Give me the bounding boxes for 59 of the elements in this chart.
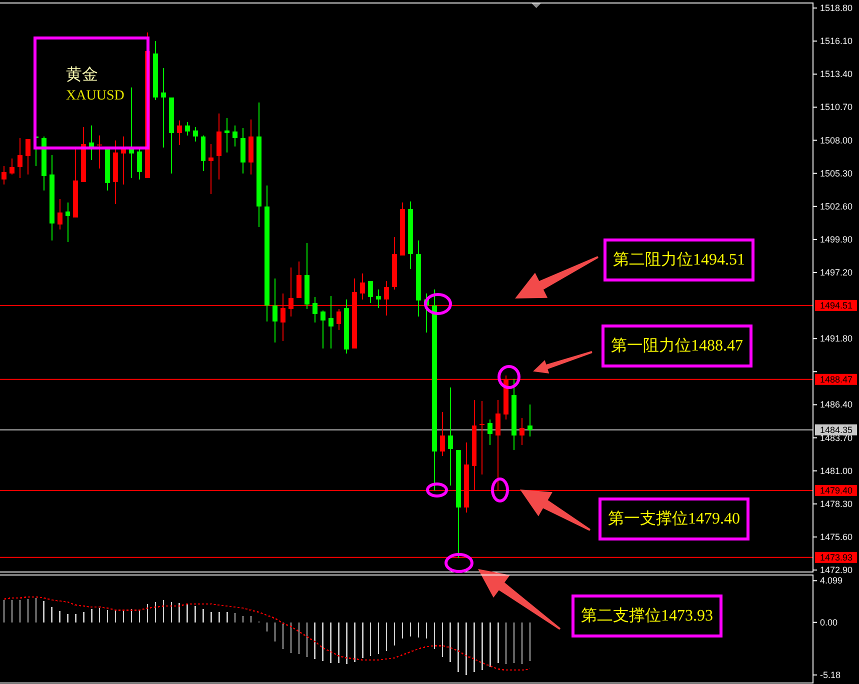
candlestick [224, 118, 230, 154]
ref-line-label: 1479.40 [820, 485, 853, 496]
candlestick [328, 295, 334, 349]
y-tick-label: 1483.70 [820, 432, 853, 443]
candlestick [9, 158, 14, 176]
candlestick [336, 308, 342, 331]
candlestick [480, 400, 485, 476]
text: 黄金 [66, 66, 98, 84]
candlestick [232, 125, 238, 147]
line-series [3, 596, 531, 671]
candlestick [296, 260, 302, 299]
annotation: 第二支撑位1473.93 [581, 606, 713, 624]
y-tick-label: 1491.80 [820, 334, 853, 344]
candlestick [192, 126, 198, 142]
text: XAUUSD [66, 88, 124, 104]
y-tick-label: 1478.30 [820, 498, 853, 509]
candlestick [57, 198, 62, 230]
candlestick [360, 273, 366, 300]
y-tick-label: -5.18 [820, 670, 841, 680]
candlestick [376, 289, 382, 309]
y-tick-label: 1510.70 [820, 102, 853, 112]
y-tick-label: 1502.60 [820, 201, 853, 212]
y-tick-label: 1497.20 [820, 268, 853, 278]
candlestick [368, 280, 374, 304]
y-tick-label: 1513.40 [820, 69, 853, 80]
candlestick [184, 121, 190, 136]
ref-line-label: 1494.51 [820, 300, 853, 310]
candlestick [2, 165, 6, 185]
y-tick-label: 1505.30 [820, 168, 853, 178]
annotation: 第二阻力位1494.51 [613, 250, 745, 268]
y-tick-label: 1481.00 [820, 466, 853, 476]
ref-line-label: 1488.47 [820, 374, 853, 384]
ref-line-label: 1484.35 [820, 424, 853, 435]
y-tick-label: 1499.90 [820, 234, 853, 244]
annotation: 第一阻力位1488.47 [611, 336, 743, 354]
candlestick [97, 134, 102, 169]
candlestick [208, 143, 214, 195]
y-tick-label: 1475.60 [820, 532, 853, 542]
y-tick-label: 1472.90 [820, 565, 853, 576]
annotation: 第一支撑位1479.40 [608, 510, 740, 528]
y-tick-label: 1508.00 [820, 135, 853, 146]
candlestick [440, 412, 445, 457]
candlestick [448, 387, 453, 486]
candlestick [488, 418, 493, 446]
candlestick [160, 68, 166, 148]
candlestick [272, 278, 278, 343]
y-tick-label: 1516.10 [820, 36, 853, 46]
candlestick [176, 120, 182, 146]
y-tick-label: 1518.80 [820, 3, 853, 14]
candlestick [320, 310, 326, 349]
candlestick [25, 138, 30, 176]
candlestick [312, 296, 318, 324]
y-tick-label: 4.099 [820, 576, 843, 586]
ref-line-label: 1473.93 [820, 552, 853, 562]
y-tick-label: 0.00 [820, 617, 838, 628]
candlestick [528, 404, 533, 438]
candlestick [520, 418, 525, 446]
candlestick [17, 137, 22, 179]
y-tick-label: 1486.40 [820, 400, 853, 410]
